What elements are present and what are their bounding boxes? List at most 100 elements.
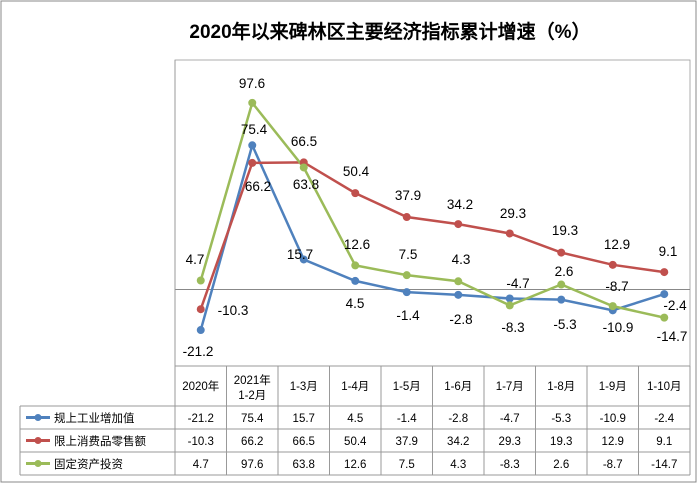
data-label: 29.3 [500,206,526,221]
data-label: -4.7 [506,276,529,291]
legend-marker [34,437,42,444]
table-cell: -5.3 [551,413,571,425]
data-label: -1.4 [396,308,420,323]
table-cell: 66.2 [241,436,263,448]
data-label: -14.7 [657,329,688,344]
data-label: -8.3 [501,320,524,335]
table-cell: 19.3 [550,436,572,448]
table-cell: 4.7 [193,459,209,471]
data-point [454,277,463,286]
table-cell: 97.6 [241,459,263,471]
table-cell: -1.4 [397,413,417,425]
data-label: 66.2 [245,179,271,194]
data-label: 4.3 [452,252,471,267]
data-label: 15.7 [287,247,313,262]
legend-label: 限上消费品零售额 [54,434,146,448]
table-cell: -8.3 [500,459,520,471]
table-cell: 9.1 [656,436,672,448]
data-label: 4.5 [346,296,365,311]
data-point [505,301,514,310]
data-point [660,268,669,277]
data-point [402,271,411,280]
table-cell: -10.9 [600,413,626,425]
table-cell: 7.5 [399,459,415,471]
data-point [505,229,514,238]
series-line-2 [199,161,665,310]
data-point [248,98,257,107]
data-point [402,288,411,297]
table-cell: 12.9 [602,436,624,448]
legend-label: 固定资产投资 [54,457,123,471]
table-cell: 12.6 [344,459,366,471]
category-label: 1-3月 [290,381,318,393]
data-point [557,280,566,289]
data-label: -5.3 [553,317,576,332]
data-point [299,255,308,264]
legend-marker [34,460,42,467]
data-label: 66.5 [291,134,317,149]
data-point [402,213,411,222]
data-label: 9.1 [659,244,678,259]
category-label: 1-2月 [238,390,266,402]
data-label: 7.5 [399,247,418,262]
data-label: 63.8 [293,177,319,192]
data-label: 50.4 [343,164,370,179]
data-point [351,189,360,198]
data-label: -21.2 [183,344,214,359]
data-label: -10.9 [603,320,634,335]
category-label: 1-4月 [341,381,369,393]
category-label: 1-5月 [393,381,421,393]
data-point [248,158,257,167]
data-point [351,276,360,285]
category-label: 1-7月 [496,381,524,393]
data-point [248,141,257,150]
data-point [351,261,360,270]
data-point [557,295,566,304]
category-label: 1-8月 [547,381,575,393]
data-label: 12.6 [344,237,370,252]
series-line-3 [199,100,665,319]
chart-title: 2020年以来碑林区主要经济指标累计增速（%） [189,20,590,43]
table-cell: -2.4 [654,413,674,425]
table-cell: 37.9 [396,436,418,448]
table-cell: 34.2 [447,436,469,448]
table-cell: -4.7 [500,413,520,425]
table-cell: 4.3 [450,459,466,471]
data-label: 37.9 [395,188,421,203]
table-cell: -21.2 [188,413,214,425]
data-point [299,163,308,172]
data-label: -10.3 [218,303,249,318]
data-point [454,290,463,299]
data-point [557,248,566,257]
data-point [196,326,205,335]
data-label: 97.6 [239,76,265,91]
table-cell: 66.5 [293,436,315,448]
data-label: -8.7 [605,279,628,294]
data-label: -2.8 [449,312,472,327]
data-point [454,220,463,229]
table-cell: 50.4 [344,436,367,448]
table-cell: 29.3 [499,436,521,448]
table-cell: 75.4 [241,413,264,425]
data-point [660,313,669,322]
table-cell: 2.6 [553,459,569,471]
data-point [608,302,617,311]
category-label: 2021年 [234,373,271,387]
data-point [196,276,205,285]
data-label: 75.4 [241,122,268,137]
category-label: 1-6月 [444,381,472,393]
data-point [505,294,514,303]
legend-label: 规上工业增加值 [54,411,135,425]
table-cell: -8.7 [603,459,623,471]
data-point [608,260,617,269]
table-cell: -14.7 [651,459,677,471]
data-label: 19.3 [552,223,578,238]
category-label: 1-9月 [599,381,627,393]
data-label: 2.6 [555,264,574,279]
series-line-1 [199,141,665,331]
legend-marker [34,414,42,421]
category-label: 1-10月 [647,381,682,393]
